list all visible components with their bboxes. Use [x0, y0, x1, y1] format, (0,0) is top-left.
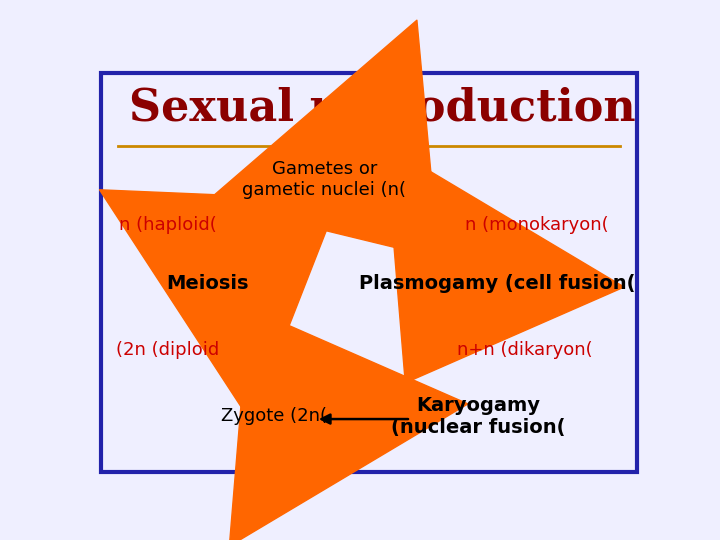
FancyBboxPatch shape	[101, 73, 637, 472]
Text: n+n (dikaryon(: n+n (dikaryon(	[457, 341, 593, 359]
Text: Plasmogamy (cell fusion(: Plasmogamy (cell fusion(	[359, 274, 636, 293]
Text: Meiosis: Meiosis	[166, 274, 248, 293]
Text: Gametes or
gametic nuclei (n(: Gametes or gametic nuclei (n(	[243, 160, 406, 199]
Text: n (monokaryon(: n (monokaryon(	[464, 216, 608, 234]
Text: Karyogamy
(nuclear fusion(: Karyogamy (nuclear fusion(	[390, 396, 565, 437]
Text: Zygote (2n(: Zygote (2n(	[221, 407, 327, 425]
Text: (2n (diploid: (2n (diploid	[117, 341, 220, 359]
Text: n (haploid(: n (haploid(	[120, 216, 217, 234]
Text: Sexual reproduction: Sexual reproduction	[129, 87, 636, 130]
